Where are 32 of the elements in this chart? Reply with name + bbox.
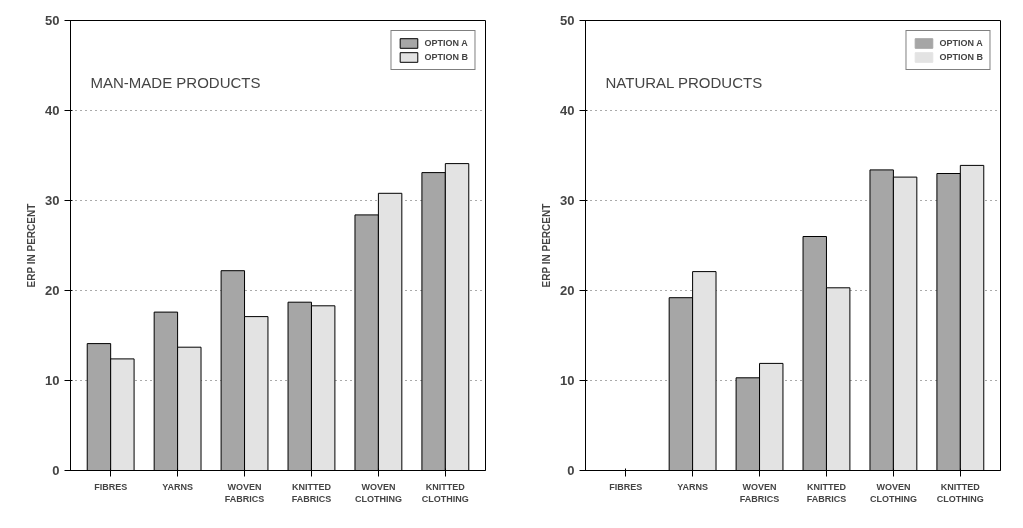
x-tick-label: FIBRES (94, 481, 128, 492)
y-tick-label: 40 (560, 103, 575, 118)
y-tick-label: 20 (45, 283, 60, 298)
y-tick-label: 50 (560, 13, 575, 28)
x-tick-label: KNITTED CLOTHING (421, 481, 469, 504)
y-tick-label: 0 (567, 463, 575, 478)
x-tick-label: WOVEN FABRICS (739, 481, 780, 504)
x-tick-label: WOVEN FABRICS (224, 481, 265, 504)
x-tick-label: KNITTED CLOTHING (936, 481, 984, 504)
x-tick-label: KNITTED FABRICS (291, 481, 332, 504)
text: NATURAL PRODUCTS (605, 73, 763, 91)
y-tick-label: 30 (45, 193, 60, 208)
x-tick-label: WOVEN CLOTHING (869, 481, 917, 504)
legend-label: OPTION B (939, 52, 983, 62)
y-tick-label: 0 (52, 463, 60, 478)
y-axis-title: ERP IN PERCENT (26, 203, 38, 288)
legend-label: OPTION A (939, 38, 983, 48)
x-tick-label: KNITTED FABRICS (806, 481, 847, 504)
y-tick-label: 10 (560, 373, 575, 388)
x-tick-label: YARNS (677, 481, 708, 492)
y-axis-title: ERP IN PERCENT (541, 203, 553, 288)
legend-label: OPTION B (424, 52, 468, 62)
legend-label: OPTION A (424, 38, 468, 48)
x-tick-label: WOVEN CLOTHING (354, 481, 402, 504)
y-tick-label: 10 (45, 373, 60, 388)
y-tick-label: 20 (560, 283, 575, 298)
text: MAN-MADE PRODUCTS (90, 73, 261, 91)
y-tick-label: 40 (45, 103, 60, 118)
y-tick-label: 50 (45, 13, 60, 28)
y-tick-label: 30 (560, 193, 575, 208)
x-tick-label: YARNS (162, 481, 193, 492)
x-tick-label: FIBRES (609, 481, 643, 492)
